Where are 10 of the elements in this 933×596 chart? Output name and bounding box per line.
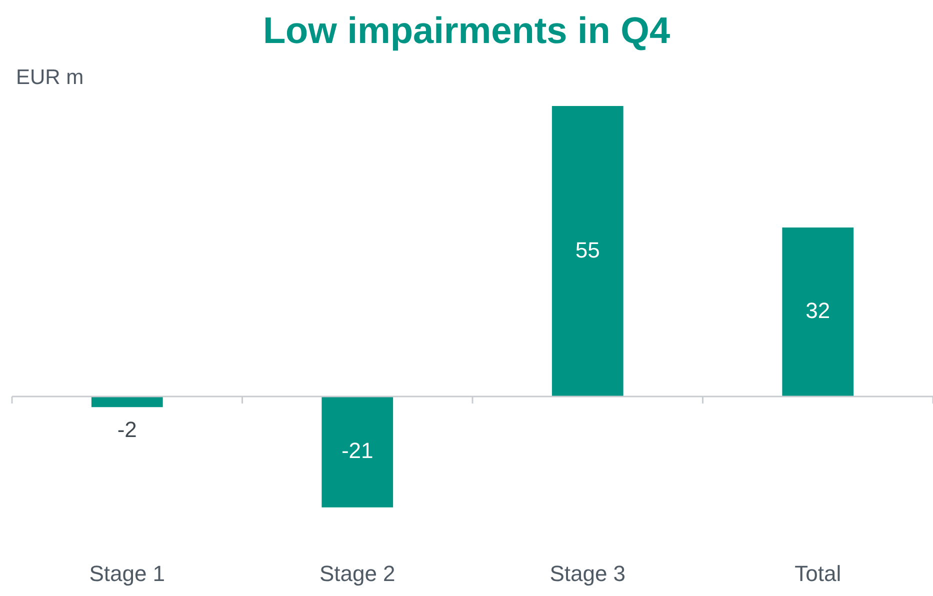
data-label: -2 <box>117 417 137 442</box>
data-label: 32 <box>806 298 830 324</box>
y-axis-title: EUR m <box>16 66 84 90</box>
x-tick-label: Stage 3 <box>550 560 626 586</box>
data-label: -21 <box>341 438 374 464</box>
chart-title: Low impairments in Q4 <box>262 10 672 52</box>
x-tick-label: Stage 2 <box>319 560 396 586</box>
x-tick-label: Stage 1 <box>89 560 166 586</box>
x-tick-label: Total <box>794 560 842 586</box>
data-label: 55 <box>575 237 600 262</box>
